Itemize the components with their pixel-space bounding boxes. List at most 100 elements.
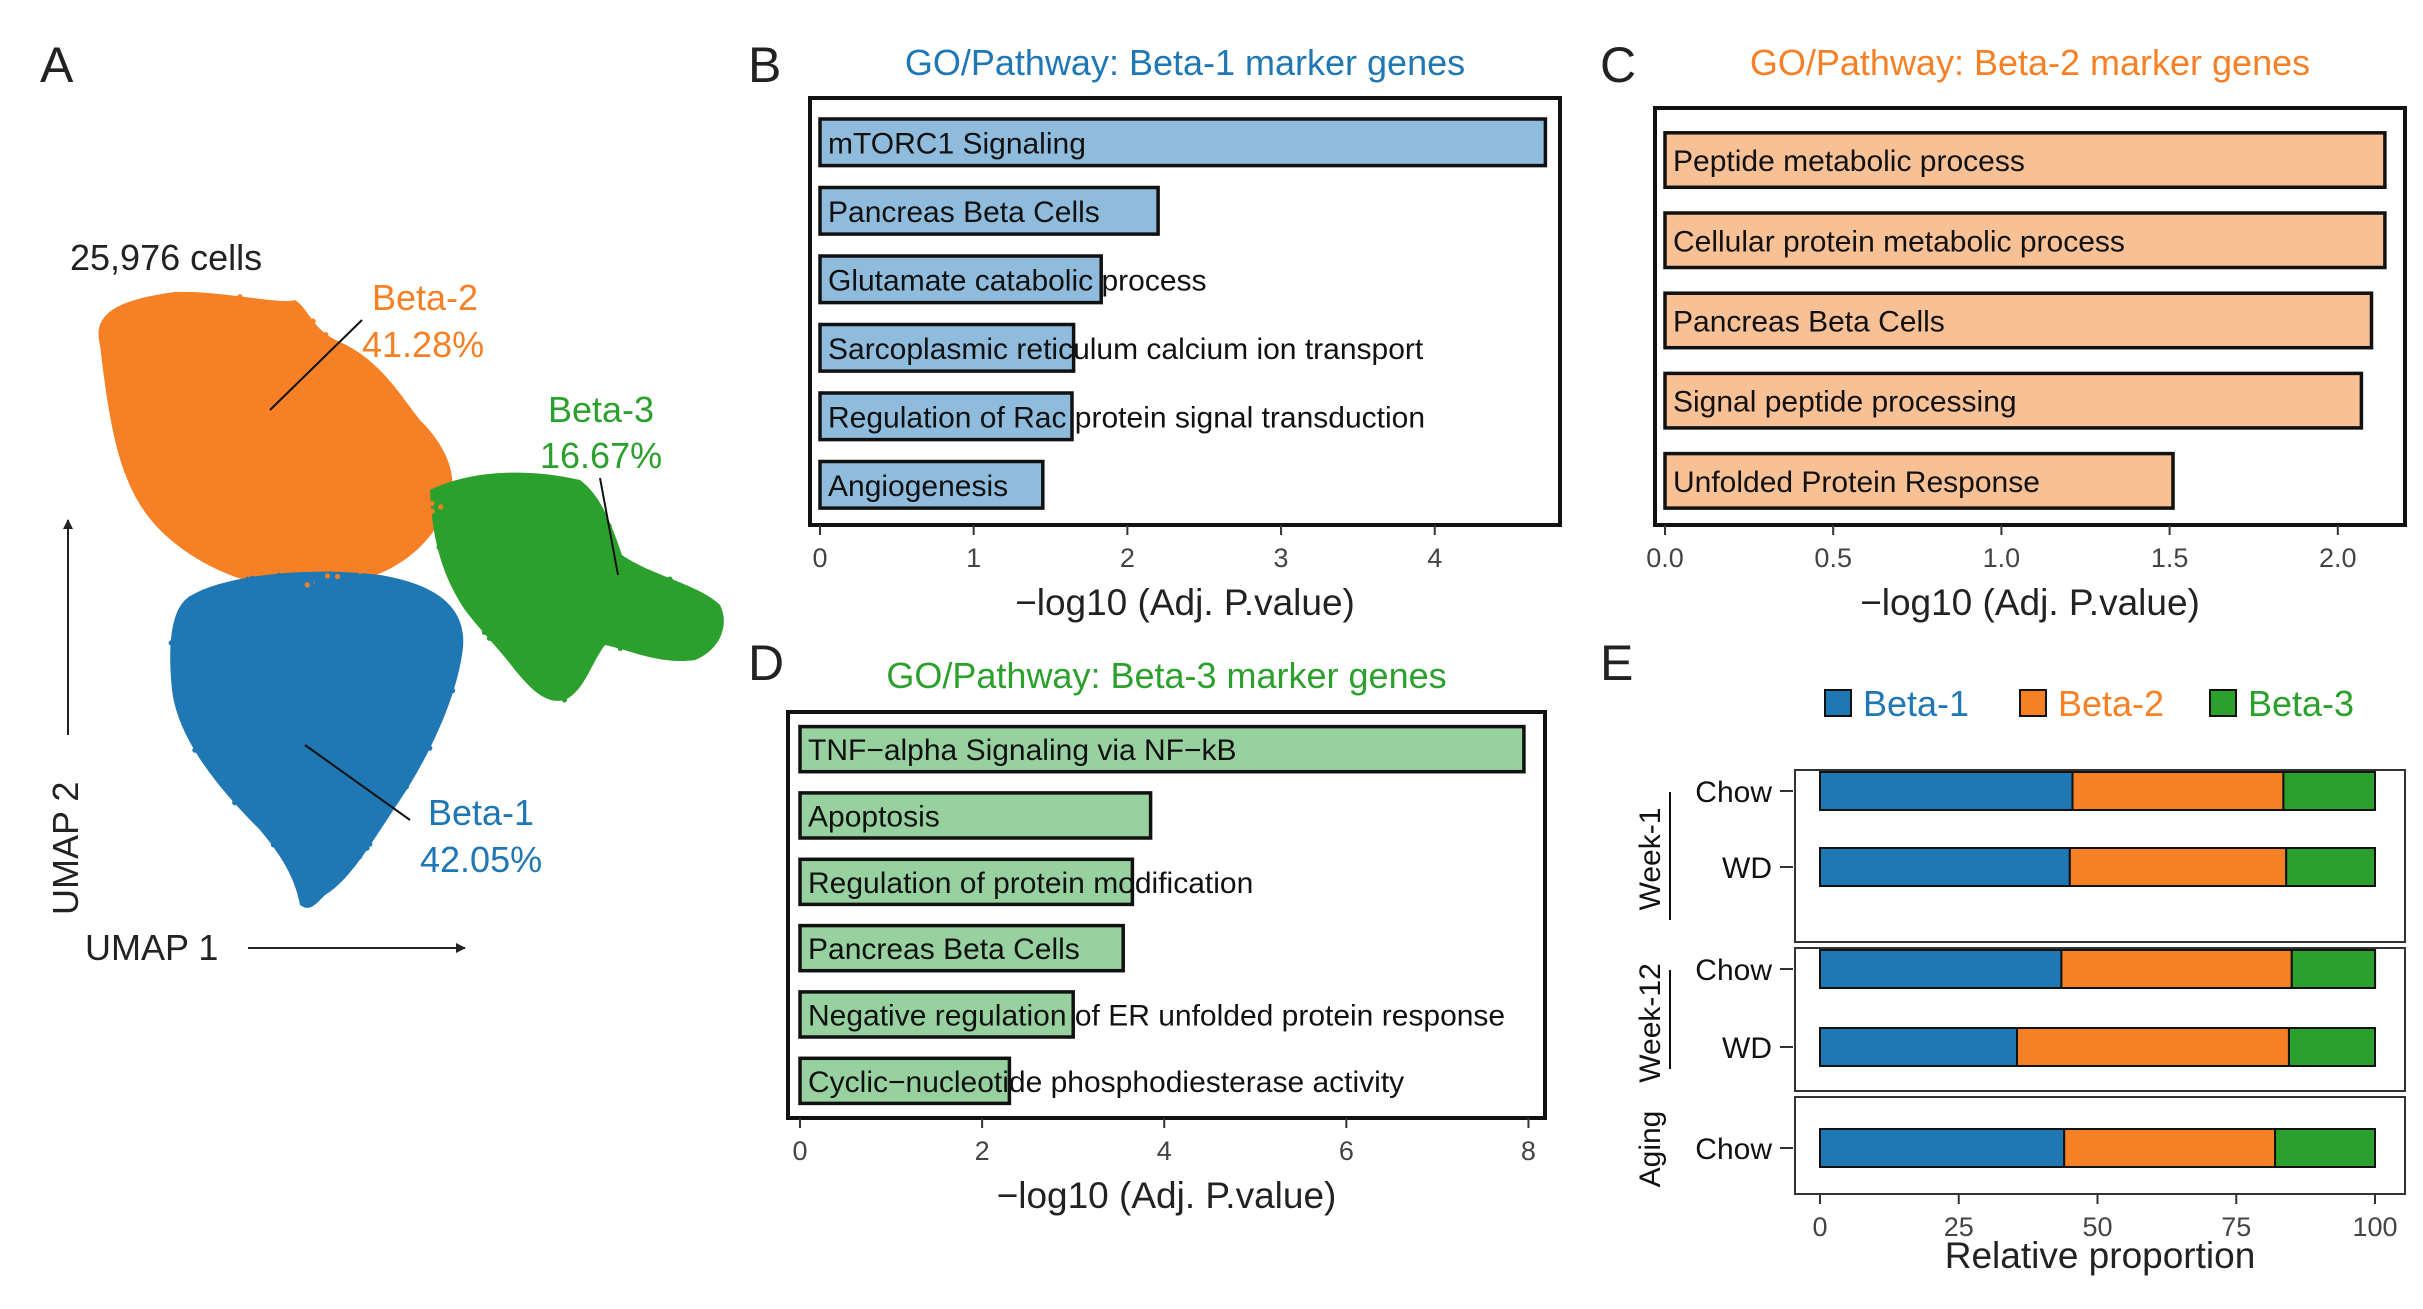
umap-point [578,523,585,529]
umap-point [589,583,595,589]
umap-point [435,639,441,645]
umap-label-beta2-name: Beta-2 [372,277,478,318]
umap-point [334,464,340,470]
bar [1663,211,2387,270]
umap-point [629,562,635,568]
umap-point [273,440,279,446]
bar [818,117,1548,168]
umap-point [137,446,143,452]
umap-point [340,554,347,561]
umap-point [302,596,308,603]
umap-point [251,790,257,796]
umap-point [266,821,272,827]
umap-point [400,491,407,497]
umap-point [409,644,415,651]
umap-point [428,715,434,721]
umap-point [250,480,256,486]
umap-point [332,767,338,773]
umap-point [588,648,594,654]
umap-point [425,510,431,516]
umap-region-beta3 [430,472,724,701]
umap-point [322,740,328,746]
umap-point [192,496,198,503]
bar-label: TNF−alpha Signaling via NF−kB [808,734,1237,767]
umap-point [372,386,378,392]
umap-point [288,424,294,430]
stack-segment [2063,1128,2277,1168]
umap-point [451,617,457,623]
umap-point [487,480,493,486]
panel-b-chart: GO/Pathway: Beta-1 marker genes mTORC1 Si… [808,42,1562,623]
x-tick-label: 100 [2352,1212,2397,1242]
facet-label: Aging [1634,1111,1667,1188]
umap-point [677,586,683,592]
umap-point [652,624,658,630]
bar-label: mTORC1 Signaling [828,127,1086,160]
umap-point [376,754,382,760]
stack-segment [1819,771,2074,811]
umap-point [207,695,213,701]
umap-point [392,419,398,425]
umap-label-beta1-pct: 42.05% [420,839,542,880]
bar-label: Regulation of Rac protein signal transdu… [828,401,1425,434]
umap-point [391,539,397,545]
umap-point [279,630,285,637]
umap-point [550,482,556,488]
umap-point [407,489,413,495]
umap-point [357,853,363,860]
umap-point [373,670,380,677]
umap-point [370,372,376,378]
umap-point [515,626,521,632]
umap-point [506,538,512,544]
umap-point [213,509,219,515]
umap-point [191,331,197,337]
umap-point [488,559,494,565]
umap-point [233,736,239,742]
umap-point [355,771,361,777]
umap-point [364,772,371,778]
umap-point [228,564,235,570]
umap-point [365,585,371,591]
umap-point [342,747,348,753]
umap-point [655,609,661,615]
plot-frame [808,96,1562,527]
umap-point [403,784,409,790]
umap-point [699,628,705,634]
umap-point [284,827,290,833]
umap-point [335,356,341,362]
umap-point [307,528,313,534]
umap-point [114,358,120,364]
umap-point [222,624,228,630]
x-tick-label: 1.5 [2151,543,2189,573]
umap-point [313,581,319,587]
umap-point [600,522,606,528]
umap-point [518,504,524,511]
umap-point [364,845,370,851]
umap-point [389,386,395,392]
umap-point [295,876,301,882]
umap-point [275,816,281,822]
umap-point [428,442,434,448]
stack-segment [2016,1027,2290,1067]
umap-point [218,745,225,751]
umap-point [298,657,304,663]
umap-point [222,686,228,692]
x-tick-label: 2.0 [2319,543,2357,573]
umap-point [343,713,349,720]
umap-point [347,766,354,773]
umap-point [553,521,560,527]
umap-point [583,509,590,515]
umap-point [198,352,204,358]
umap-point [183,513,189,519]
umap-point [276,501,282,507]
umap-point [596,636,602,642]
umap-point [239,429,245,435]
umap-point [298,616,304,623]
umap-point [133,361,139,367]
umap-point [232,800,238,806]
umap-point [584,534,590,540]
umap-point [508,549,514,555]
umap-point [166,511,172,517]
umap-point [182,686,189,692]
umap-point [220,480,226,486]
